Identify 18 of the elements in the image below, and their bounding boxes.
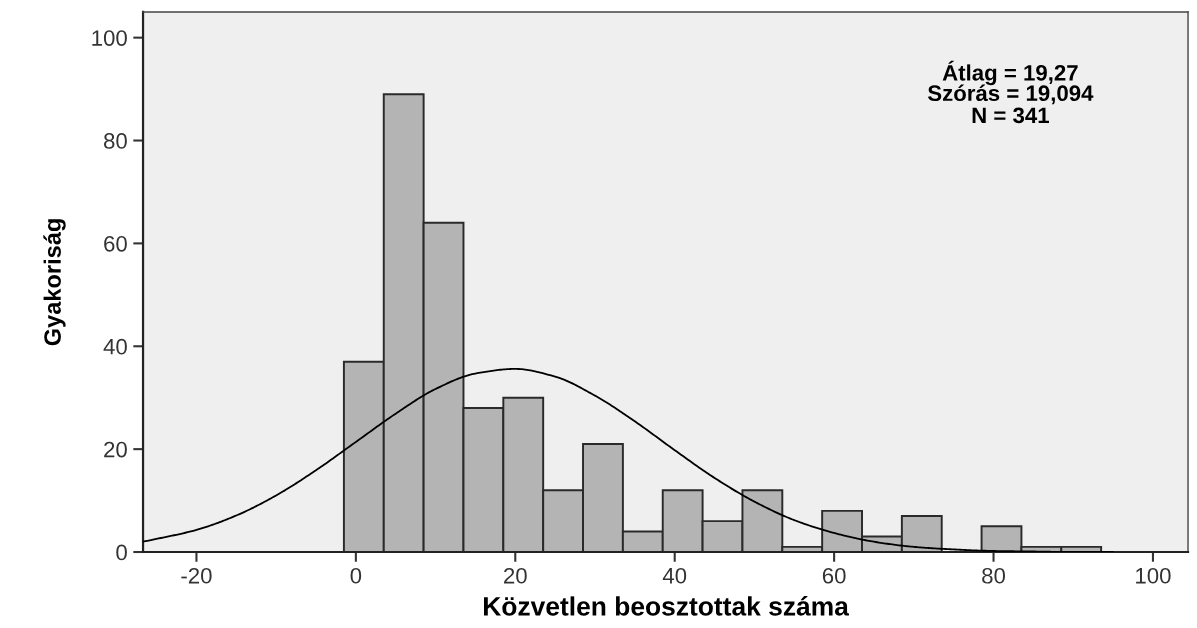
x-tick-label: -20 (181, 567, 212, 584)
annotation: N = 341 (972, 107, 1049, 124)
annotation: Szórás = 19,094 (927, 84, 1094, 105)
x-tick-label: 60 (822, 567, 846, 584)
annotation: Átlag = 19,27 (942, 60, 1078, 86)
y-axis-title: Gyakoriság (43, 219, 66, 346)
y-tick-label: 40 (103, 338, 127, 355)
y-tick-label: 60 (104, 235, 127, 252)
x-axis-title: Közvetlen beosztottak száma (484, 596, 850, 616)
x-tick-label: 100 (1136, 567, 1171, 584)
y-tick-label: 20 (104, 441, 127, 458)
x-tick-label: 20 (504, 567, 527, 584)
x-tick-label: 80 (982, 567, 1006, 584)
y-tick-label: 100 (92, 30, 127, 46)
x-tick-label: 40 (662, 567, 687, 584)
y-tick-label: 0 (116, 544, 127, 561)
x-tick-label: 0 (350, 567, 362, 584)
y-tick-label: 80 (104, 133, 127, 149)
